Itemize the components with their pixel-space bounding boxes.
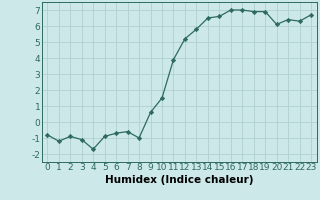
X-axis label: Humidex (Indice chaleur): Humidex (Indice chaleur) (105, 175, 253, 185)
